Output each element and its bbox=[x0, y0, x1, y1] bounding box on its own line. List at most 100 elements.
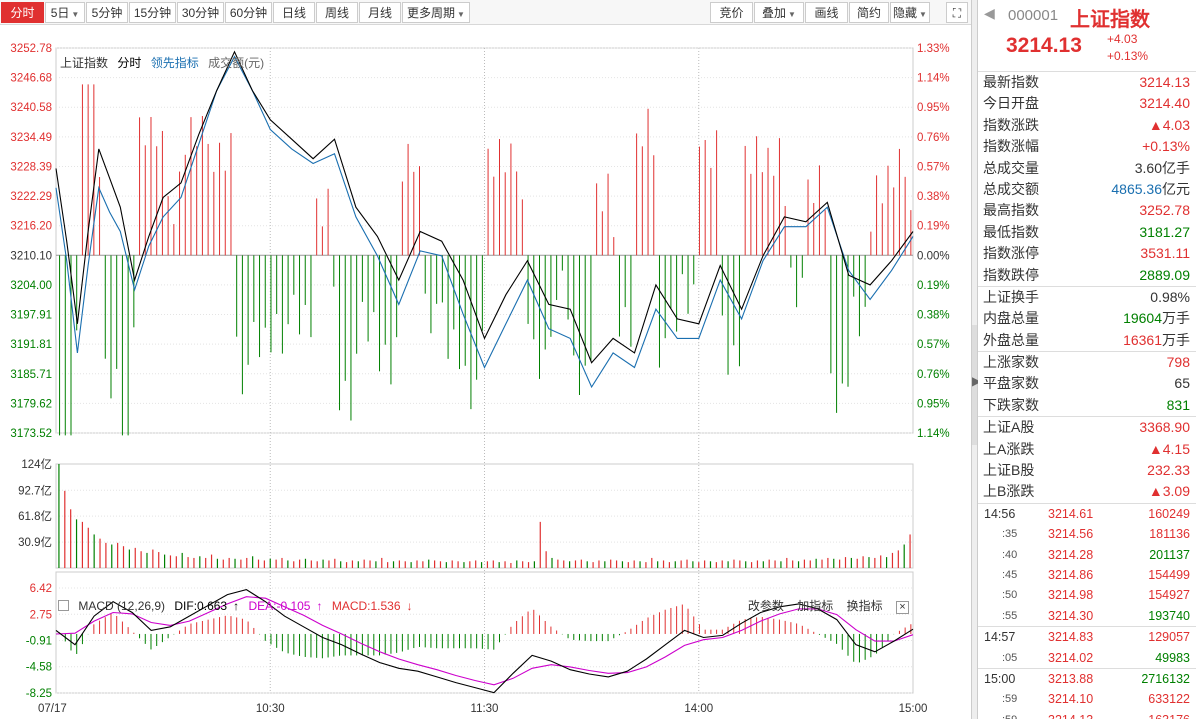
trade-row: :50 3214.98 154927 bbox=[978, 585, 1196, 605]
trade-time: :59 bbox=[1002, 693, 1018, 706]
stat-number: 232.33 bbox=[1147, 462, 1190, 479]
trade-group: 14:57 3214.83 129057:05 3214.02 49983 bbox=[978, 627, 1196, 669]
macd-tick-label: 2.75 bbox=[30, 609, 52, 621]
price-tick-label: 3179.62 bbox=[10, 398, 52, 410]
stat-row: 总成交额 4865.36亿元 bbox=[978, 179, 1196, 200]
chart-area[interactable]: 3252.78 1.33% 3246.68 1.14% 3240.58 0.95% 3234… bbox=[0, 26, 971, 719]
time-tick-label: 11:30 bbox=[471, 703, 499, 715]
macd-macd-label: MACD:1.536 ↓ bbox=[331, 599, 413, 613]
stat-value: ▲4.03 bbox=[1149, 115, 1190, 136]
stat-number: 19604 bbox=[1123, 310, 1162, 327]
price-tick-label: 3252.78 bbox=[10, 43, 52, 55]
quote-panel: ◀ 000001 上证指数 3214.13 +4.03 +0.13% 最新指数 3… bbox=[978, 0, 1196, 719]
stat-label: 最低指数 bbox=[983, 223, 1039, 240]
stat-number: 3181.27 bbox=[1139, 223, 1190, 240]
tool-button-3[interactable]: 简约 bbox=[849, 2, 889, 23]
stat-row: 上证换手 0.98% bbox=[978, 287, 1196, 308]
collapse-arrow-icon[interactable]: ▶ bbox=[972, 374, 982, 388]
period-tab-2[interactable]: 5分钟 bbox=[86, 2, 128, 23]
trade-volume: 193740 bbox=[1148, 608, 1190, 623]
tool-button-0[interactable]: 竞价 bbox=[710, 2, 753, 23]
stat-label: 总成交量 bbox=[983, 159, 1039, 176]
stat-number: 3.60 bbox=[1134, 159, 1162, 176]
period-tab-7[interactable]: 周线 bbox=[316, 2, 358, 23]
stat-value: 3252.78 bbox=[1139, 200, 1190, 221]
stat-row: 外盘总量 16361万手 bbox=[978, 330, 1196, 351]
chevron-down-icon: ▼ bbox=[71, 10, 80, 19]
pct-tick-label: 0.00% bbox=[917, 250, 950, 262]
stat-label: 上证A股 bbox=[983, 419, 1035, 436]
trade-row: :59 3214.10 633122 bbox=[978, 689, 1196, 709]
stat-number: 798 bbox=[1166, 354, 1190, 371]
pct-tick-label: 1.14% bbox=[917, 428, 950, 440]
close-icon[interactable]: × bbox=[896, 601, 909, 614]
period-tab-label: 日线 bbox=[281, 6, 306, 20]
stat-number: 0.98% bbox=[1150, 288, 1190, 305]
trade-price: 3214.61 bbox=[1048, 506, 1094, 521]
trade-group: 15:00 3213.88 2716132:59 3214.10 633122:59 32… bbox=[978, 669, 1196, 719]
stat-value: 65 bbox=[1174, 373, 1190, 394]
period-tab-0[interactable]: 分时 bbox=[1, 2, 44, 23]
pct-tick-label: 0.57% bbox=[917, 161, 950, 173]
add-indicator-button[interactable]: 加指标 bbox=[797, 599, 834, 613]
macd-dea-value: DEA:-0.105 bbox=[248, 599, 311, 613]
panel-divider[interactable]: ▶ bbox=[971, 0, 982, 719]
stat-row: 最低指数 3181.27 bbox=[978, 222, 1196, 243]
price-change-pct: +0.13% bbox=[1107, 49, 1149, 63]
macd-macd-value: MACD:1.536 bbox=[331, 599, 401, 613]
pct-tick-label: 0.19% bbox=[917, 221, 950, 233]
tool-button-1[interactable]: 叠加 ▼ bbox=[754, 2, 804, 23]
fullscreen-icon[interactable]: ⛶ bbox=[946, 2, 968, 23]
period-tab-label: 5日 bbox=[50, 6, 70, 20]
macd-settings-icon[interactable] bbox=[58, 600, 69, 611]
stat-label: 指数涨停 bbox=[983, 245, 1039, 262]
period-tab-label: 月线 bbox=[367, 6, 392, 20]
trade-time: 14:57 bbox=[984, 630, 1016, 645]
period-tab-6[interactable]: 日线 bbox=[273, 2, 315, 23]
stat-value: 3214.13 bbox=[1139, 72, 1190, 93]
tool-button-2[interactable]: 画线 bbox=[805, 2, 848, 23]
legend-lead-indicator[interactable]: 领先指标 bbox=[150, 56, 199, 70]
trade-time: :35 bbox=[1002, 528, 1018, 541]
intraday-chart[interactable]: 3252.78 1.33% 3246.68 1.14% 3240.58 0.95% 3234… bbox=[0, 26, 971, 719]
tool-button-label: 简约 bbox=[856, 6, 881, 20]
trade-row: :59 3214.13 163176 bbox=[978, 710, 1196, 719]
period-tab-5[interactable]: 60分钟 bbox=[225, 2, 272, 23]
switch-indicator-button[interactable]: 换指标 bbox=[846, 599, 883, 613]
period-tab-9[interactable]: 更多周期 ▼ bbox=[402, 2, 470, 23]
pct-tick-label: 1.33% bbox=[917, 43, 950, 55]
period-tab-4[interactable]: 30分钟 bbox=[177, 2, 224, 23]
period-tab-label: 30分钟 bbox=[181, 6, 220, 20]
period-tab-8[interactable]: 月线 bbox=[359, 2, 401, 23]
pct-tick-label: 0.38% bbox=[917, 191, 950, 203]
price-tick-label: 3246.68 bbox=[10, 73, 52, 85]
tool-button-4[interactable]: 隐藏 ▼ bbox=[890, 2, 930, 23]
price-legend: 上证指数 分时 领先指标 成交额(元) bbox=[60, 54, 270, 71]
period-tab-1[interactable]: 5日 ▼ bbox=[45, 2, 85, 23]
stat-label: 最新指数 bbox=[983, 74, 1039, 90]
period-tab-label: 5分钟 bbox=[91, 6, 123, 20]
stat-unit: 亿元 bbox=[1162, 180, 1190, 197]
trade-row: :40 3214.28 201137 bbox=[978, 545, 1196, 565]
trade-price: 3214.83 bbox=[1048, 630, 1094, 645]
change-params-button[interactable]: 改参数 bbox=[747, 599, 784, 613]
stat-number: 3368.90 bbox=[1139, 419, 1190, 436]
macd-legend: MACD (12,26,9) DIF:0.663 ↑ DEA:-0.105 ↑ MA… bbox=[58, 598, 419, 614]
stat-value: 3.60亿手 bbox=[1135, 158, 1190, 179]
lead-indicator-line bbox=[55, 55, 914, 389]
pct-tick-label: 0.57% bbox=[917, 339, 950, 351]
stat-row: 今日开盘 3214.40 bbox=[978, 93, 1196, 114]
trade-time: :05 bbox=[1002, 651, 1018, 664]
period-tab-3[interactable]: 15分钟 bbox=[129, 2, 176, 23]
volume-tick-label: 92.7亿 bbox=[18, 484, 52, 497]
back-arrow-icon[interactable]: ◀ bbox=[984, 5, 995, 21]
stat-label: 上涨家数 bbox=[983, 354, 1039, 371]
tool-button-label: 画线 bbox=[814, 6, 839, 20]
macd-dea-label: DEA:-0.105 ↑ bbox=[248, 599, 323, 613]
stat-row: 最高指数 3252.78 bbox=[978, 200, 1196, 221]
pct-tick-label: 1.14% bbox=[917, 73, 950, 85]
price-tick-label: 3191.81 bbox=[10, 339, 52, 351]
stat-row: 上A涨跌 ▲4.15 bbox=[978, 439, 1196, 460]
chevron-down-icon: ▼ bbox=[457, 10, 465, 19]
collapse-handle[interactable] bbox=[972, 325, 977, 445]
